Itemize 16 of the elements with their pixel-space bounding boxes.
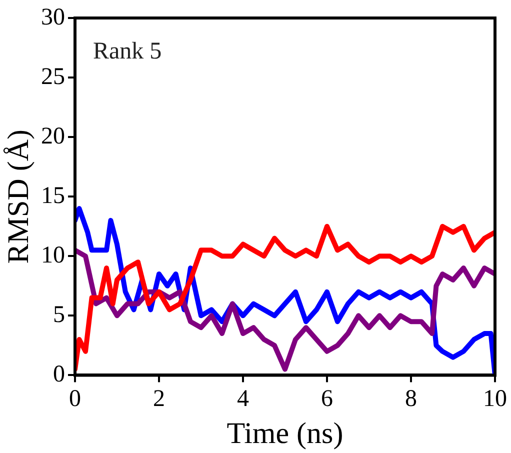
y-tick-label: 0 (53, 361, 65, 388)
annotation: Rank 5 (93, 38, 162, 64)
y-tick-label: 5 (53, 302, 65, 328)
x-tick-label: 8 (405, 386, 417, 412)
x-axis-title: Time (ns) (226, 416, 344, 450)
y-tick-label: 25 (41, 64, 65, 90)
y-tick-label: 30 (41, 4, 65, 30)
x-tick-label: 4 (237, 386, 249, 412)
x-tick-label: 0 (69, 386, 81, 412)
x-tick-label: 6 (321, 386, 333, 412)
x-tick-label: 10 (483, 386, 507, 412)
y-tick-label: 15 (41, 182, 65, 209)
y-tick-label: 10 (41, 242, 65, 268)
y-tick-label: 20 (41, 123, 65, 150)
y-axis-title: RMSD (Å) (2, 130, 35, 264)
x-tick-label: 2 (153, 386, 165, 412)
